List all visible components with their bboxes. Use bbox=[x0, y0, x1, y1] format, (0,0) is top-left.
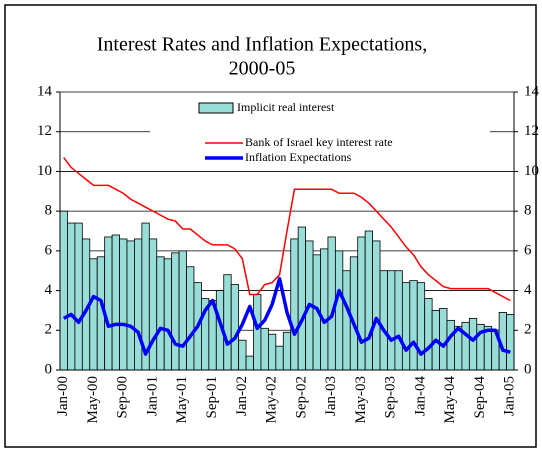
bar bbox=[372, 240, 381, 371]
bar bbox=[275, 345, 284, 371]
x-tick-label: Jan-04 bbox=[412, 376, 428, 416]
chart-title: 2000-05 bbox=[229, 58, 296, 80]
bar bbox=[245, 355, 254, 371]
y2-tick-label: 10 bbox=[524, 163, 539, 179]
bar bbox=[401, 282, 411, 371]
y-tick-label: 14 bbox=[37, 83, 53, 99]
bar bbox=[357, 236, 366, 371]
y2-tick-label: 6 bbox=[524, 242, 532, 258]
bar bbox=[230, 284, 240, 371]
y2-tick-label: 12 bbox=[524, 123, 539, 139]
x-tick-label: Sep-03 bbox=[383, 376, 399, 419]
bar bbox=[334, 250, 344, 371]
bar bbox=[67, 222, 76, 371]
y2-tick-label: 2 bbox=[524, 322, 532, 338]
x-tick-label: Jan-05 bbox=[502, 376, 518, 416]
x-tick-label: May-02 bbox=[264, 376, 280, 424]
bar bbox=[74, 222, 83, 371]
x-tick-label: May-04 bbox=[442, 376, 458, 424]
x-tick-label: Jan-03 bbox=[323, 376, 339, 416]
x-tick-label: May-01 bbox=[174, 376, 190, 424]
bar bbox=[416, 282, 426, 371]
bar bbox=[156, 256, 165, 371]
bar bbox=[267, 333, 277, 371]
y-tick-label: 4 bbox=[45, 282, 53, 298]
y-tick-label: 12 bbox=[37, 123, 52, 139]
bar bbox=[178, 250, 187, 371]
bar bbox=[483, 325, 493, 371]
y2-tick-label: 8 bbox=[524, 203, 532, 219]
line bbox=[62, 276, 511, 356]
x-tick-label: Jan-01 bbox=[144, 376, 160, 416]
bar bbox=[186, 266, 195, 371]
bar bbox=[163, 258, 173, 371]
y-tick-label: 2 bbox=[45, 322, 53, 338]
x-tick-label: Sep-02 bbox=[293, 376, 309, 419]
bar bbox=[126, 240, 135, 371]
bar bbox=[446, 319, 455, 371]
bar bbox=[349, 256, 359, 371]
y-tick-label: 8 bbox=[45, 203, 53, 219]
bar bbox=[238, 339, 247, 371]
bar bbox=[439, 308, 448, 371]
x-tick-label: Sep-04 bbox=[472, 376, 488, 419]
y2-tick-label: 14 bbox=[524, 83, 540, 99]
bar bbox=[134, 238, 143, 371]
x-tick-label: Jan-00 bbox=[55, 376, 71, 416]
bar bbox=[59, 210, 68, 371]
bar bbox=[223, 274, 232, 371]
x-tick-label: May-03 bbox=[353, 376, 369, 424]
x-tick-label: Jan-02 bbox=[234, 376, 250, 416]
bar bbox=[297, 226, 307, 371]
chart-title: Interest Rates and Inflation Expectation… bbox=[97, 34, 427, 56]
bar bbox=[111, 234, 120, 371]
bar bbox=[282, 331, 292, 371]
bar bbox=[342, 270, 351, 371]
x-tick-label: Sep-00 bbox=[115, 376, 131, 419]
line bbox=[63, 157, 511, 302]
bar bbox=[379, 270, 388, 371]
x-tick-label: May-00 bbox=[85, 376, 101, 424]
y2-tick-label: 0 bbox=[524, 361, 532, 377]
bar bbox=[387, 270, 396, 371]
y2-tick-label: 4 bbox=[524, 282, 532, 298]
bar bbox=[148, 238, 158, 371]
legend-text: Implicit real interest bbox=[237, 100, 335, 114]
bar bbox=[171, 252, 180, 371]
bar bbox=[424, 298, 433, 371]
bar bbox=[104, 236, 113, 371]
bar bbox=[468, 317, 478, 371]
y-tick-label: 0 bbox=[45, 361, 53, 377]
bar bbox=[253, 294, 262, 371]
legend-text: Inflation Expectations bbox=[245, 150, 352, 164]
bar bbox=[119, 238, 128, 371]
bar bbox=[260, 327, 269, 371]
y-tick-label: 6 bbox=[45, 242, 53, 258]
bar bbox=[394, 270, 403, 371]
bar bbox=[409, 280, 418, 371]
bar bbox=[506, 313, 515, 371]
legend-box bbox=[150, 128, 490, 170]
bar bbox=[320, 248, 329, 371]
bar bbox=[364, 230, 373, 371]
bar bbox=[89, 258, 98, 371]
frame bbox=[4, 4, 537, 448]
bar bbox=[461, 321, 470, 371]
bar bbox=[290, 238, 299, 371]
legend-text: Bank of Israel key interest rate bbox=[245, 135, 393, 149]
x-tick-label: Sep-01 bbox=[204, 376, 220, 419]
legend-swatch bbox=[198, 102, 234, 114]
y-tick-label: 10 bbox=[37, 163, 52, 179]
